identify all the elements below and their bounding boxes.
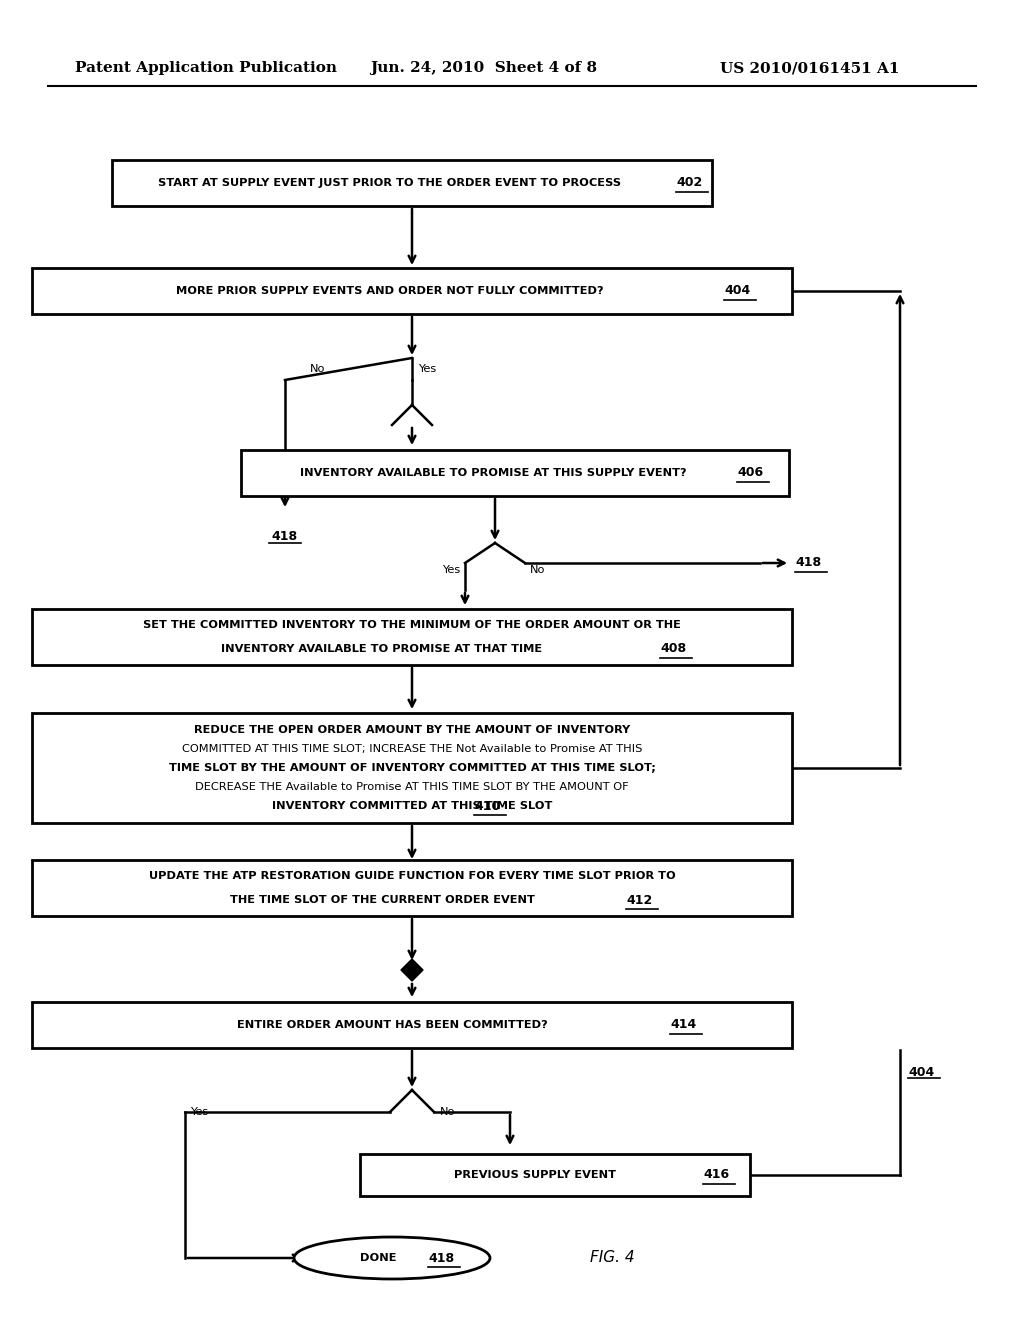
Text: No: No: [440, 1107, 456, 1117]
Text: Patent Application Publication: Patent Application Publication: [75, 61, 337, 75]
Text: UPDATE THE ATP RESTORATION GUIDE FUNCTION FOR EVERY TIME SLOT PRIOR TO: UPDATE THE ATP RESTORATION GUIDE FUNCTIO…: [148, 871, 676, 880]
Bar: [32, 268, 792, 314]
Bar: [32, 713, 792, 822]
Text: Yes: Yes: [190, 1107, 208, 1117]
Text: DECREASE THE Available to Promise AT THIS TIME SLOT BY THE AMOUNT OF: DECREASE THE Available to Promise AT THI…: [196, 781, 629, 792]
Text: 404: 404: [908, 1067, 934, 1078]
Bar: [241, 450, 790, 496]
Text: SET THE COMMITTED INVENTORY TO THE MINIMUM OF THE ORDER AMOUNT OR THE: SET THE COMMITTED INVENTORY TO THE MINIM…: [143, 620, 681, 630]
Text: 416: 416: [703, 1168, 729, 1181]
Bar: [32, 1002, 792, 1048]
Text: INVENTORY AVAILABLE TO PROMISE AT THAT TIME: INVENTORY AVAILABLE TO PROMISE AT THAT T…: [221, 644, 543, 653]
Text: No: No: [310, 364, 326, 374]
Bar: [32, 609, 792, 665]
Text: 414: 414: [670, 1019, 696, 1031]
Text: No: No: [530, 565, 546, 576]
Text: THE TIME SLOT OF THE CURRENT ORDER EVENT: THE TIME SLOT OF THE CURRENT ORDER EVENT: [229, 895, 535, 906]
Text: MORE PRIOR SUPPLY EVENTS AND ORDER NOT FULLY COMMITTED?: MORE PRIOR SUPPLY EVENTS AND ORDER NOT F…: [176, 286, 604, 296]
Text: 408: 408: [660, 643, 686, 656]
Bar: [32, 861, 792, 916]
Text: FIG. 4: FIG. 4: [590, 1250, 635, 1266]
Text: 406: 406: [737, 466, 763, 479]
Bar: [112, 160, 712, 206]
Text: 412: 412: [626, 894, 652, 907]
Text: 404: 404: [724, 285, 751, 297]
Text: 418: 418: [272, 531, 298, 543]
Bar: [360, 1154, 750, 1196]
Text: 410: 410: [474, 800, 501, 813]
Text: COMMITTED AT THIS TIME SLOT; INCREASE THE Not Available to Promise AT THIS: COMMITTED AT THIS TIME SLOT; INCREASE TH…: [182, 744, 642, 754]
Polygon shape: [401, 960, 423, 981]
Text: Yes: Yes: [418, 364, 436, 374]
Text: START AT SUPPLY EVENT JUST PRIOR TO THE ORDER EVENT TO PROCESS: START AT SUPPLY EVENT JUST PRIOR TO THE …: [159, 178, 622, 187]
Text: 418: 418: [795, 557, 821, 569]
Ellipse shape: [294, 1237, 490, 1279]
Text: 402: 402: [676, 177, 702, 190]
Text: INVENTORY AVAILABLE TO PROMISE AT THIS SUPPLY EVENT?: INVENTORY AVAILABLE TO PROMISE AT THIS S…: [300, 469, 686, 478]
Text: Yes: Yes: [441, 565, 460, 576]
Text: TIME SLOT BY THE AMOUNT OF INVENTORY COMMITTED AT THIS TIME SLOT;: TIME SLOT BY THE AMOUNT OF INVENTORY COM…: [169, 763, 655, 774]
Text: ENTIRE ORDER AMOUNT HAS BEEN COMMITTED?: ENTIRE ORDER AMOUNT HAS BEEN COMMITTED?: [237, 1020, 547, 1030]
Text: PREVIOUS SUPPLY EVENT: PREVIOUS SUPPLY EVENT: [454, 1170, 616, 1180]
Text: REDUCE THE OPEN ORDER AMOUNT BY THE AMOUNT OF INVENTORY: REDUCE THE OPEN ORDER AMOUNT BY THE AMOU…: [194, 725, 630, 735]
Text: INVENTORY COMMITTED AT THIS TIME SLOT: INVENTORY COMMITTED AT THIS TIME SLOT: [271, 801, 552, 810]
Text: DONE: DONE: [359, 1253, 396, 1263]
Text: 418: 418: [428, 1251, 454, 1265]
Text: US 2010/0161451 A1: US 2010/0161451 A1: [720, 61, 899, 75]
Text: Jun. 24, 2010  Sheet 4 of 8: Jun. 24, 2010 Sheet 4 of 8: [370, 61, 597, 75]
